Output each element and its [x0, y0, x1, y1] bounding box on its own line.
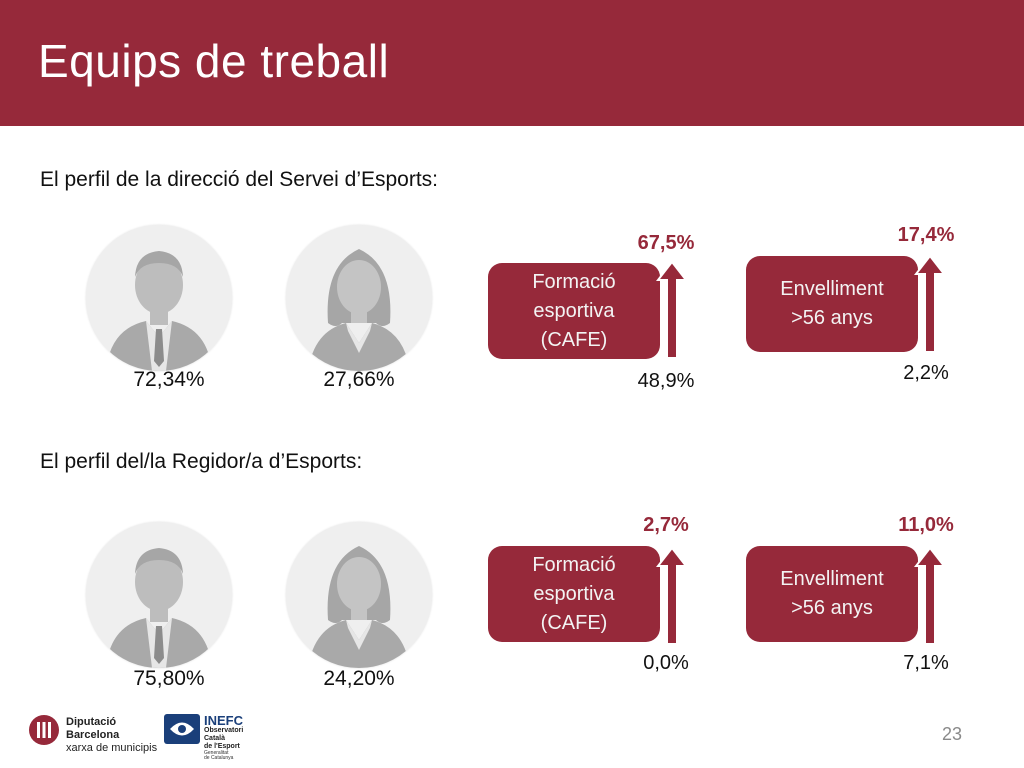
- section-label-direccio: El perfil de la direcció del Servei d’Es…: [40, 168, 439, 191]
- diputacio-line-1: Diputació: [66, 716, 117, 728]
- diputacio-emblem-icon: [29, 715, 59, 745]
- up-arrow-icon: [914, 546, 946, 645]
- formacio-line-3: (CAFE): [540, 611, 608, 634]
- female-percentage: 24,20%: [323, 667, 395, 690]
- generalitat-line-1: Generalitat: [204, 750, 229, 756]
- envelliment-line-1: Envelliment: [780, 278, 884, 300]
- male-avatar-icon: [86, 225, 232, 371]
- male-percentage: 75,80%: [133, 667, 205, 690]
- page-number: 23: [941, 724, 962, 744]
- formacio-top-value: 67,5%: [637, 232, 695, 254]
- diputacio-line-2: Barcelona: [66, 729, 120, 741]
- formacio-line-1: Formació: [532, 553, 616, 576]
- formacio-line-2: esportiva: [533, 582, 615, 605]
- formacio-line-3: (CAFE): [540, 328, 608, 351]
- inefc-title: INEFC: [204, 713, 243, 728]
- up-arrow-icon: [656, 260, 688, 359]
- formacio-bottom-value: 48,9%: [637, 370, 695, 392]
- female-avatar-icon: [286, 522, 432, 668]
- envelliment-top-value: 11,0%: [898, 514, 954, 536]
- inefc-line-3: Català: [204, 735, 226, 742]
- up-arrow-icon: [656, 546, 688, 645]
- male-percentage: 72,34%: [133, 368, 205, 391]
- section-label-regidor: El perfil del/la Regidor/a d’Esports:: [40, 450, 363, 473]
- inefc-emblem-icon: [164, 714, 200, 744]
- page-title: Equips de treball: [38, 35, 390, 87]
- formacio-bottom-value: 0,0%: [643, 652, 689, 674]
- generalitat-line-2: de Catalunya: [204, 755, 234, 761]
- up-arrow-icon: [914, 254, 946, 353]
- envelliment-bottom-value: 7,1%: [903, 652, 949, 674]
- formacio-pill: Formació esportiva (CAFE): [488, 546, 660, 642]
- diputacio-barcelona-logo: Diputació Barcelona xarxa de municipis: [28, 712, 168, 756]
- title-bar: Equips de treball: [0, 0, 1024, 126]
- envelliment-bottom-value: 2,2%: [903, 362, 949, 384]
- envelliment-line-1: Envelliment: [780, 568, 884, 590]
- female-avatar-icon: [286, 225, 432, 371]
- inefc-line-2: Observatori: [204, 727, 244, 734]
- formacio-line-1: Formació: [532, 270, 616, 293]
- envelliment-pill: Envelliment >56 anys: [746, 546, 918, 642]
- envelliment-line-2: >56 anys: [791, 307, 873, 329]
- formacio-top-value: 2,7%: [643, 514, 689, 536]
- inefc-line-4: de l'Esport: [204, 743, 240, 750]
- male-avatar-icon: [86, 522, 232, 668]
- female-percentage: 27,66%: [323, 368, 395, 391]
- envelliment-top-value: 17,4%: [897, 224, 955, 246]
- envelliment-pill: Envelliment >56 anys: [746, 256, 918, 352]
- formacio-line-2: esportiva: [533, 299, 615, 322]
- diputacio-line-3: xarxa de municipis: [66, 742, 158, 754]
- formacio-pill: Formació esportiva (CAFE): [488, 263, 660, 359]
- envelliment-line-2: >56 anys: [791, 597, 873, 619]
- inefc-logo: INEFC Observatori Català de l'Esport Gen…: [164, 712, 274, 761]
